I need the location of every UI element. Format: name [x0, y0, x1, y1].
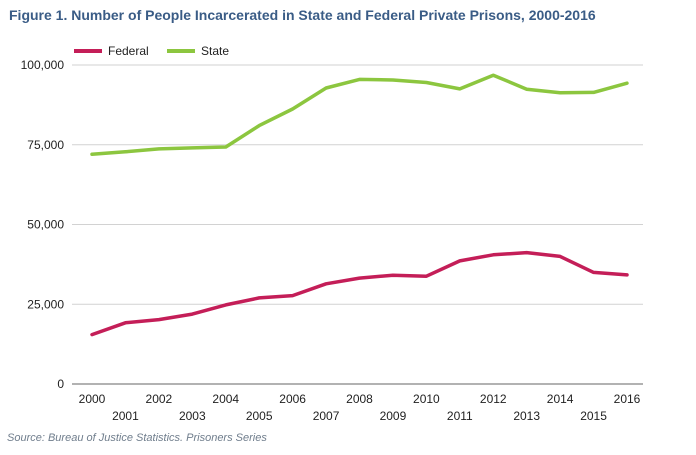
legend-federal-label: Federal	[108, 44, 149, 58]
y-tick-label: 100,000	[21, 58, 65, 72]
x-tick-label: 2012	[480, 392, 507, 406]
x-tick-label: 2011	[447, 409, 473, 423]
data-series	[90, 73, 629, 337]
y-tick-label: 25,000	[27, 297, 64, 311]
x-tick-label: 2003	[179, 409, 206, 423]
x-axis-tick-labels: 2000 2001 2002 2003 2004 2005 2006 2007 2008 2009…	[79, 392, 641, 423]
y-tick-label: 50,000	[27, 218, 64, 232]
x-tick-label: 2004	[212, 392, 239, 406]
x-tick-label: 2000	[79, 392, 106, 406]
x-tick-label: 2005	[246, 409, 273, 423]
x-tick-label: 2013	[513, 409, 540, 423]
x-tick-label: 2014	[547, 392, 574, 406]
x-tick-label: 2010	[413, 392, 440, 406]
source-note: Source: Bureau of Justice Statistics. Pr…	[7, 432, 267, 444]
series-line-state	[90, 73, 629, 157]
x-tick-label: 2008	[346, 392, 373, 406]
x-tick-label: 2015	[580, 409, 607, 423]
x-tick-label: 2001	[112, 409, 139, 423]
x-tick-label: 2007	[313, 409, 340, 423]
legend: Federal State	[74, 44, 229, 58]
y-tick-label: 75,000	[27, 138, 64, 152]
x-tick-label: 2009	[380, 409, 407, 423]
y-tick-label: 0	[57, 377, 64, 391]
legend-state-label: State	[201, 44, 229, 58]
x-tick-label: 2002	[146, 392, 173, 406]
series-line-federal	[90, 250, 629, 337]
x-tick-label: 2006	[279, 392, 306, 406]
x-tick-label: 2016	[614, 392, 641, 406]
y-axis-tick-labels: 0 25,000 50,000 75,000 100,000	[21, 58, 65, 391]
gridlines	[72, 64, 643, 385]
chart-title: Figure 1. Number of People Incarcerated …	[9, 7, 596, 23]
